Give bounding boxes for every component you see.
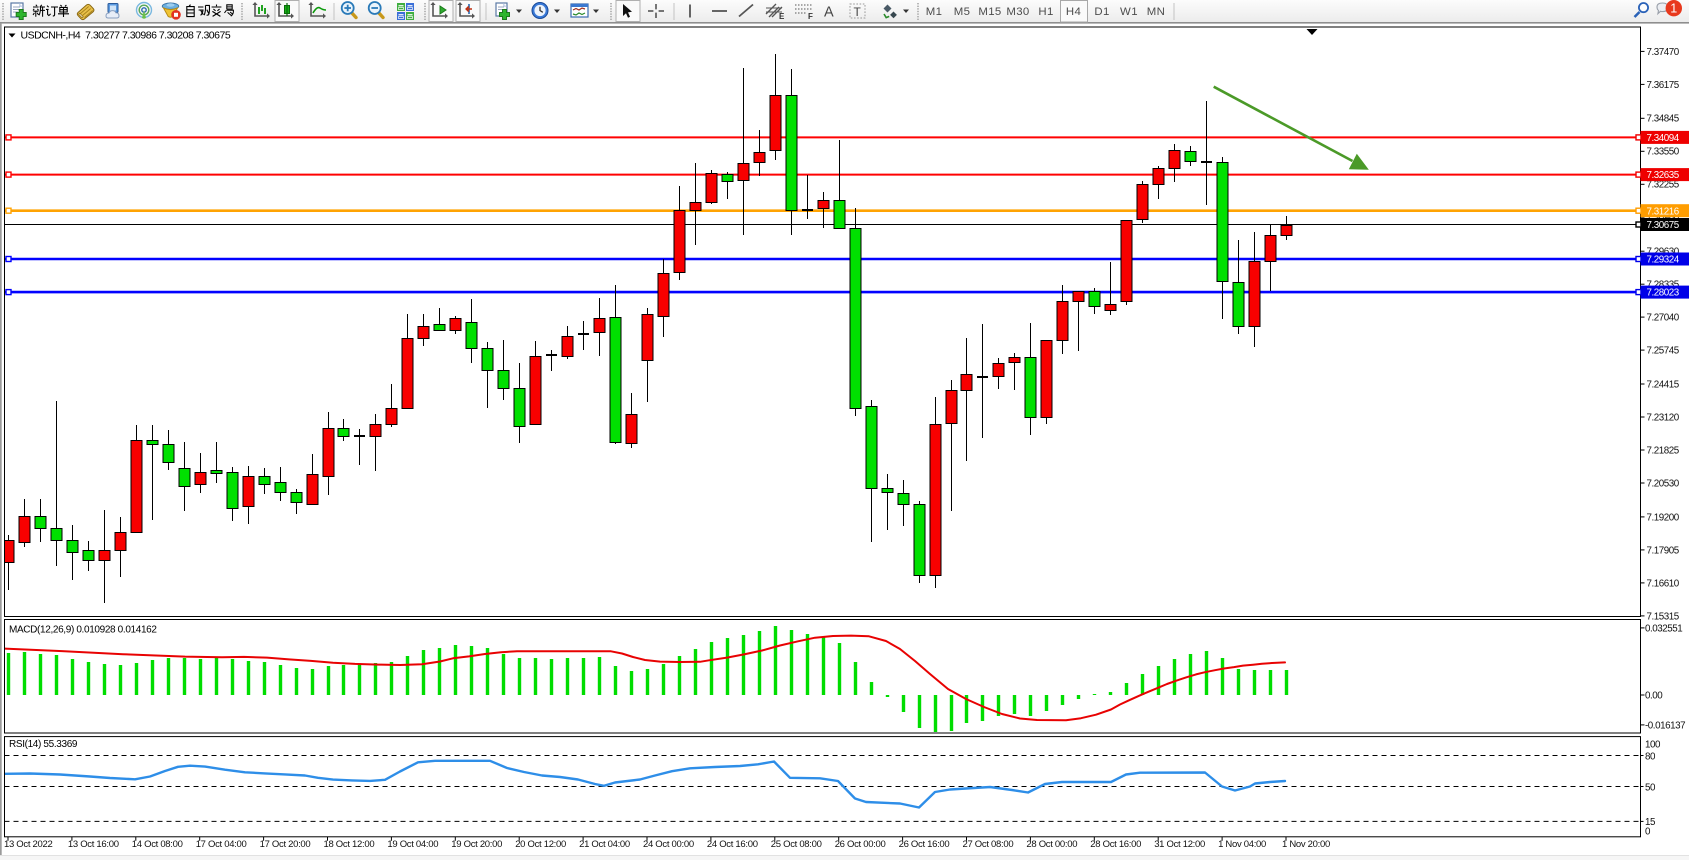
- svg-text:7.29630: 7.29630: [1647, 247, 1680, 258]
- svg-text:21 Oct 04:00: 21 Oct 04:00: [579, 839, 630, 850]
- svg-text:19 Oct 20:00: 19 Oct 20:00: [451, 839, 502, 850]
- svg-text:14 Oct 08:00: 14 Oct 08:00: [132, 839, 183, 850]
- svg-text:7.29324: 7.29324: [1647, 255, 1680, 266]
- svg-text:M5: M5: [954, 6, 971, 18]
- svg-text:27 Oct 08:00: 27 Oct 08:00: [963, 839, 1014, 850]
- svg-text:W1: W1: [1120, 6, 1138, 18]
- svg-text:D1: D1: [1094, 6, 1109, 18]
- svg-text:-0.016137: -0.016137: [1645, 720, 1685, 731]
- svg-text:M1: M1: [926, 6, 943, 18]
- svg-text:18 Oct 12:00: 18 Oct 12:00: [324, 839, 375, 850]
- svg-text:7.34094: 7.34094: [1647, 133, 1680, 144]
- svg-text:7.28023: 7.28023: [1647, 288, 1680, 299]
- svg-text:13 Oct 16:00: 13 Oct 16:00: [68, 839, 119, 850]
- svg-text:7.21825: 7.21825: [1647, 445, 1680, 456]
- svg-text:E: E: [779, 12, 785, 21]
- svg-text:50: 50: [1645, 782, 1656, 793]
- svg-text:7.37470: 7.37470: [1647, 47, 1680, 58]
- svg-text:USDCNH-,H4 7.30277 7.30986 7.: USDCNH-,H4 7.30277 7.30986 7.30208 7.306…: [21, 30, 231, 42]
- svg-text:7.15315: 7.15315: [1647, 611, 1680, 622]
- svg-text:7.34845: 7.34845: [1647, 114, 1680, 125]
- svg-text:1 Nov 04:00: 1 Nov 04:00: [1218, 839, 1266, 850]
- svg-text:15: 15: [1645, 817, 1656, 828]
- svg-text:7.27040: 7.27040: [1647, 313, 1680, 324]
- svg-text:7.32255: 7.32255: [1647, 180, 1680, 191]
- svg-text:MN: MN: [1147, 6, 1166, 18]
- svg-text:7.19200: 7.19200: [1647, 512, 1680, 523]
- svg-text:7.32635: 7.32635: [1647, 170, 1680, 181]
- svg-text:17 Oct 20:00: 17 Oct 20:00: [260, 839, 311, 850]
- svg-text:0.032551: 0.032551: [1645, 623, 1682, 634]
- svg-text:19 Oct 04:00: 19 Oct 04:00: [387, 839, 438, 850]
- svg-text:28 Oct 00:00: 28 Oct 00:00: [1026, 839, 1077, 850]
- svg-text:1 Nov 20:00: 1 Nov 20:00: [1282, 839, 1330, 850]
- svg-text:RSI(14) 55.3369: RSI(14) 55.3369: [9, 739, 78, 750]
- svg-text:7.31216: 7.31216: [1647, 206, 1680, 217]
- svg-text:17 Oct 04:00: 17 Oct 04:00: [196, 839, 247, 850]
- svg-text:0: 0: [1645, 826, 1651, 837]
- svg-text:7.25745: 7.25745: [1647, 346, 1680, 357]
- svg-text:26 Oct 16:00: 26 Oct 16:00: [899, 839, 950, 850]
- svg-text:7.23120: 7.23120: [1647, 412, 1680, 423]
- svg-text:M15: M15: [978, 6, 1001, 18]
- svg-text:20 Oct 12:00: 20 Oct 12:00: [515, 839, 566, 850]
- svg-text:24 Oct 16:00: 24 Oct 16:00: [707, 839, 758, 850]
- svg-text:31 Oct 12:00: 31 Oct 12:00: [1154, 839, 1205, 850]
- svg-text:MACD(12,26,9) 0.010928 0.01416: MACD(12,26,9) 0.010928 0.014162: [9, 625, 157, 636]
- svg-text:T: T: [854, 5, 862, 19]
- svg-text:7.17905: 7.17905: [1647, 545, 1680, 556]
- svg-text:26 Oct 00:00: 26 Oct 00:00: [835, 839, 886, 850]
- svg-text:7.33550: 7.33550: [1647, 147, 1680, 158]
- svg-text:A: A: [824, 5, 834, 21]
- svg-text:H1: H1: [1038, 6, 1053, 18]
- svg-text:F: F: [808, 12, 813, 21]
- svg-text:1: 1: [1670, 2, 1677, 16]
- svg-text:25 Oct 08:00: 25 Oct 08:00: [771, 839, 822, 850]
- svg-text:7.30675: 7.30675: [1647, 220, 1680, 231]
- svg-text:24 Oct 00:00: 24 Oct 00:00: [643, 839, 694, 850]
- svg-text:100: 100: [1645, 739, 1661, 750]
- svg-text:28 Oct 16:00: 28 Oct 16:00: [1090, 839, 1141, 850]
- svg-text:M30: M30: [1006, 6, 1029, 18]
- svg-text:7.28335: 7.28335: [1647, 280, 1680, 291]
- svg-text:7.16610: 7.16610: [1647, 578, 1680, 589]
- svg-text:7.20530: 7.20530: [1647, 478, 1680, 489]
- svg-text:7.24415: 7.24415: [1647, 379, 1680, 390]
- svg-text:0.00: 0.00: [1645, 690, 1663, 701]
- svg-text:7.36175: 7.36175: [1647, 80, 1680, 91]
- svg-text:80: 80: [1645, 751, 1656, 762]
- svg-text:13 Oct 2022: 13 Oct 2022: [4, 839, 52, 850]
- svg-text:H4: H4: [1066, 6, 1081, 18]
